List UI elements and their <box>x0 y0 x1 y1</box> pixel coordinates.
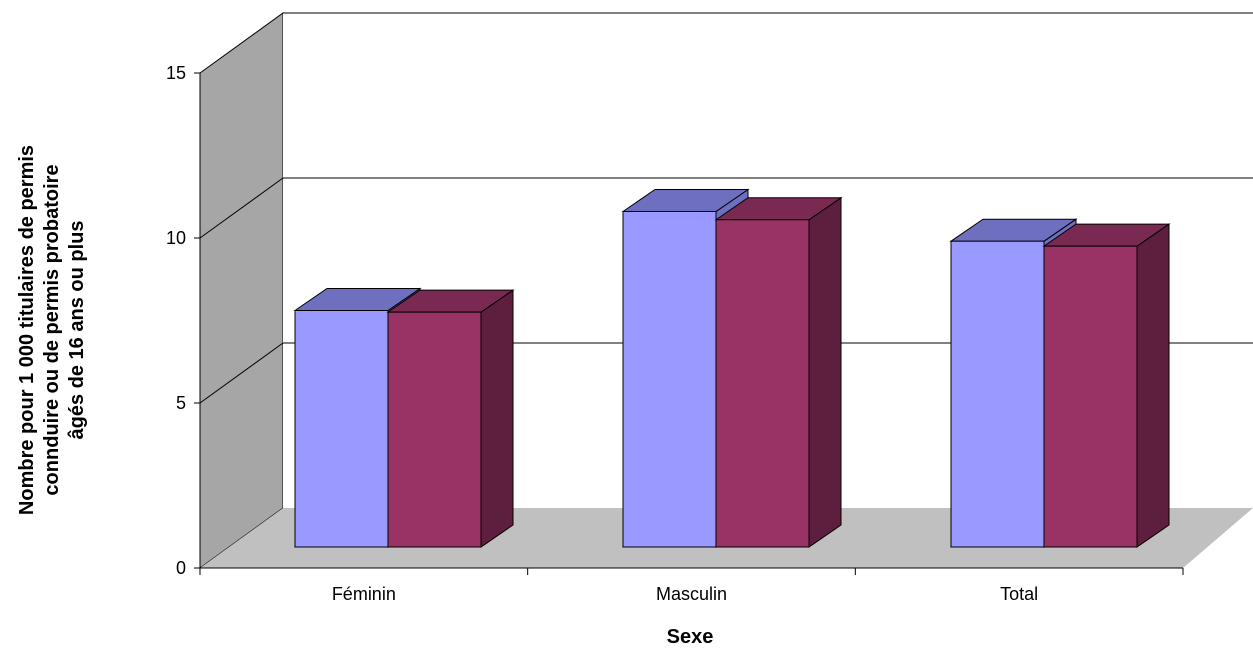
axes <box>199 73 1183 569</box>
y-tick-label: 5 <box>176 393 186 413</box>
bar <box>714 196 843 548</box>
bar-front <box>387 311 482 548</box>
x-axis-title: Sexe <box>667 626 714 648</box>
x-tick-label: Féminin <box>332 584 396 604</box>
gridline-side <box>199 342 284 404</box>
bar-front <box>622 211 717 548</box>
side-wall <box>199 12 284 569</box>
x-tick-label: Masculin <box>656 584 727 604</box>
y-tick-label: 10 <box>166 228 186 248</box>
bar-side <box>1136 223 1170 548</box>
bar-side <box>480 289 514 548</box>
y-axis-title-line-1: Nombre pour 1 000 titulaires de permis <box>16 145 38 515</box>
y-tick-label: 0 <box>176 558 186 578</box>
x-tick-labels: Féminin Masculin Total <box>199 568 1184 604</box>
y-tick-label: 15 <box>166 63 186 83</box>
x-tick-label: Total <box>1000 584 1038 604</box>
y-axis-title-line-3: âgés de 16 ans ou plus <box>66 221 88 440</box>
bar-side <box>808 196 842 548</box>
bar-front <box>950 240 1045 548</box>
y-tick-labels: 0 5 10 15 <box>166 63 186 578</box>
bar-front <box>715 219 810 548</box>
bar <box>386 289 515 548</box>
bar-front <box>294 310 389 548</box>
gridline-side <box>199 177 284 239</box>
bar <box>1042 223 1171 548</box>
bar-front <box>1043 245 1138 548</box>
y-axis-title-line-2: connduire ou de permis probatoire <box>41 164 63 495</box>
bars <box>293 188 1171 548</box>
y-axis-title: Nombre pour 1 000 titulaires de permis c… <box>16 145 88 515</box>
